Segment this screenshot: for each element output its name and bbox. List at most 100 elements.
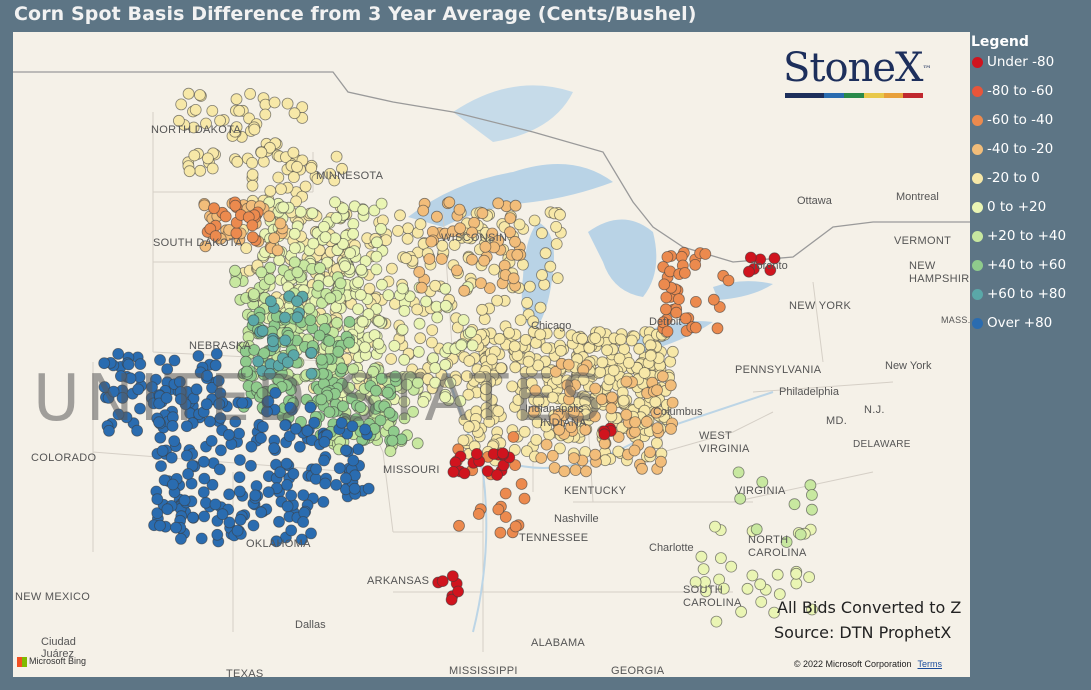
basis-marker[interactable] xyxy=(216,508,229,521)
basis-marker[interactable] xyxy=(429,376,442,389)
basis-marker[interactable] xyxy=(301,425,314,437)
basis-marker[interactable] xyxy=(453,519,465,532)
basis-marker[interactable] xyxy=(392,224,404,237)
basis-marker[interactable] xyxy=(715,552,727,564)
basis-marker[interactable] xyxy=(291,295,304,308)
basis-marker[interactable] xyxy=(209,498,222,511)
basis-marker[interactable] xyxy=(506,380,519,393)
basis-marker[interactable] xyxy=(699,248,712,260)
basis-marker[interactable] xyxy=(308,416,321,429)
basis-marker[interactable] xyxy=(439,282,452,295)
basis-marker[interactable] xyxy=(274,466,287,479)
basis-marker[interactable] xyxy=(256,387,269,400)
basis-marker[interactable] xyxy=(272,171,285,184)
basis-marker[interactable] xyxy=(146,381,158,394)
basis-marker[interactable] xyxy=(209,359,222,372)
basis-marker[interactable] xyxy=(314,262,326,275)
basis-marker[interactable] xyxy=(633,342,646,355)
basis-marker[interactable] xyxy=(690,295,702,308)
basis-marker[interactable] xyxy=(252,355,265,368)
basis-marker[interactable] xyxy=(134,402,146,415)
basis-marker[interactable] xyxy=(268,232,281,245)
basis-marker[interactable] xyxy=(414,332,427,345)
basis-marker[interactable] xyxy=(229,415,242,428)
basis-marker[interactable] xyxy=(160,392,173,404)
basis-marker[interactable] xyxy=(402,222,414,235)
basis-marker[interactable] xyxy=(312,279,325,292)
basis-marker[interactable] xyxy=(697,563,710,575)
basis-marker[interactable] xyxy=(335,416,348,429)
basis-marker[interactable] xyxy=(208,202,220,215)
basis-marker[interactable] xyxy=(244,88,257,100)
basis-marker[interactable] xyxy=(200,398,213,411)
basis-marker[interactable] xyxy=(516,409,529,421)
basis-marker[interactable] xyxy=(247,519,260,532)
basis-marker[interactable] xyxy=(569,464,582,477)
basis-marker[interactable] xyxy=(197,455,210,468)
basis-marker[interactable] xyxy=(385,262,398,275)
basis-marker[interactable] xyxy=(764,264,777,277)
basis-marker[interactable] xyxy=(499,487,512,500)
basis-marker[interactable] xyxy=(414,218,427,231)
basis-marker[interactable] xyxy=(513,218,526,231)
basis-marker[interactable] xyxy=(323,335,336,347)
basis-marker[interactable] xyxy=(132,383,145,396)
basis-marker[interactable] xyxy=(333,462,346,475)
basis-marker[interactable] xyxy=(519,333,532,346)
basis-marker[interactable] xyxy=(511,248,524,261)
basis-marker[interactable] xyxy=(522,355,535,368)
basis-marker[interactable] xyxy=(273,515,285,528)
basis-marker[interactable] xyxy=(328,174,341,187)
basis-marker[interactable] xyxy=(717,582,730,595)
basis-marker[interactable] xyxy=(689,321,702,334)
basis-marker[interactable] xyxy=(425,336,438,349)
basis-marker[interactable] xyxy=(189,104,202,116)
basis-marker[interactable] xyxy=(339,260,352,273)
basis-marker[interactable] xyxy=(623,356,635,369)
basis-marker[interactable] xyxy=(386,434,399,447)
basis-marker[interactable] xyxy=(454,395,467,408)
basis-marker[interactable] xyxy=(255,432,267,444)
basis-marker[interactable] xyxy=(304,314,317,327)
basis-marker[interactable] xyxy=(288,242,301,255)
basis-marker[interactable] xyxy=(617,394,630,407)
basis-marker[interactable] xyxy=(310,463,323,476)
basis-marker[interactable] xyxy=(263,367,276,380)
basis-marker[interactable] xyxy=(372,337,385,350)
basis-marker[interactable] xyxy=(295,533,308,546)
basis-marker[interactable] xyxy=(166,420,179,432)
basis-marker[interactable] xyxy=(790,567,803,580)
basis-marker[interactable] xyxy=(279,419,292,432)
basis-marker[interactable] xyxy=(495,362,508,375)
basis-marker[interactable] xyxy=(210,347,223,360)
basis-marker[interactable] xyxy=(255,146,268,159)
basis-marker[interactable] xyxy=(494,526,507,539)
basis-marker[interactable] xyxy=(589,332,602,345)
basis-marker[interactable] xyxy=(240,365,253,378)
basis-marker[interactable] xyxy=(274,217,287,230)
basis-marker[interactable] xyxy=(768,252,781,265)
basis-marker[interactable] xyxy=(331,316,343,329)
basis-marker[interactable] xyxy=(598,428,611,441)
basis-marker[interactable] xyxy=(768,606,781,619)
basis-marker[interactable] xyxy=(262,395,275,408)
basis-marker[interactable] xyxy=(354,401,367,414)
basis-marker[interactable] xyxy=(462,420,475,433)
basis-marker[interactable] xyxy=(401,232,414,245)
basis-marker[interactable] xyxy=(478,254,491,267)
basis-marker[interactable] xyxy=(549,365,562,378)
basis-marker[interactable] xyxy=(180,449,193,462)
basis-marker[interactable] xyxy=(479,240,492,253)
basis-marker[interactable] xyxy=(553,327,566,340)
basis-marker[interactable] xyxy=(436,575,449,587)
basis-marker[interactable] xyxy=(407,405,419,418)
basis-marker[interactable] xyxy=(396,323,409,336)
basis-marker[interactable] xyxy=(330,150,343,163)
basis-marker[interactable] xyxy=(285,524,298,537)
basis-marker[interactable] xyxy=(476,303,489,316)
basis-marker[interactable] xyxy=(452,585,465,598)
basis-marker[interactable] xyxy=(492,503,505,516)
basis-marker[interactable] xyxy=(488,263,501,276)
basis-marker[interactable] xyxy=(249,489,262,502)
basis-marker[interactable] xyxy=(398,412,411,425)
